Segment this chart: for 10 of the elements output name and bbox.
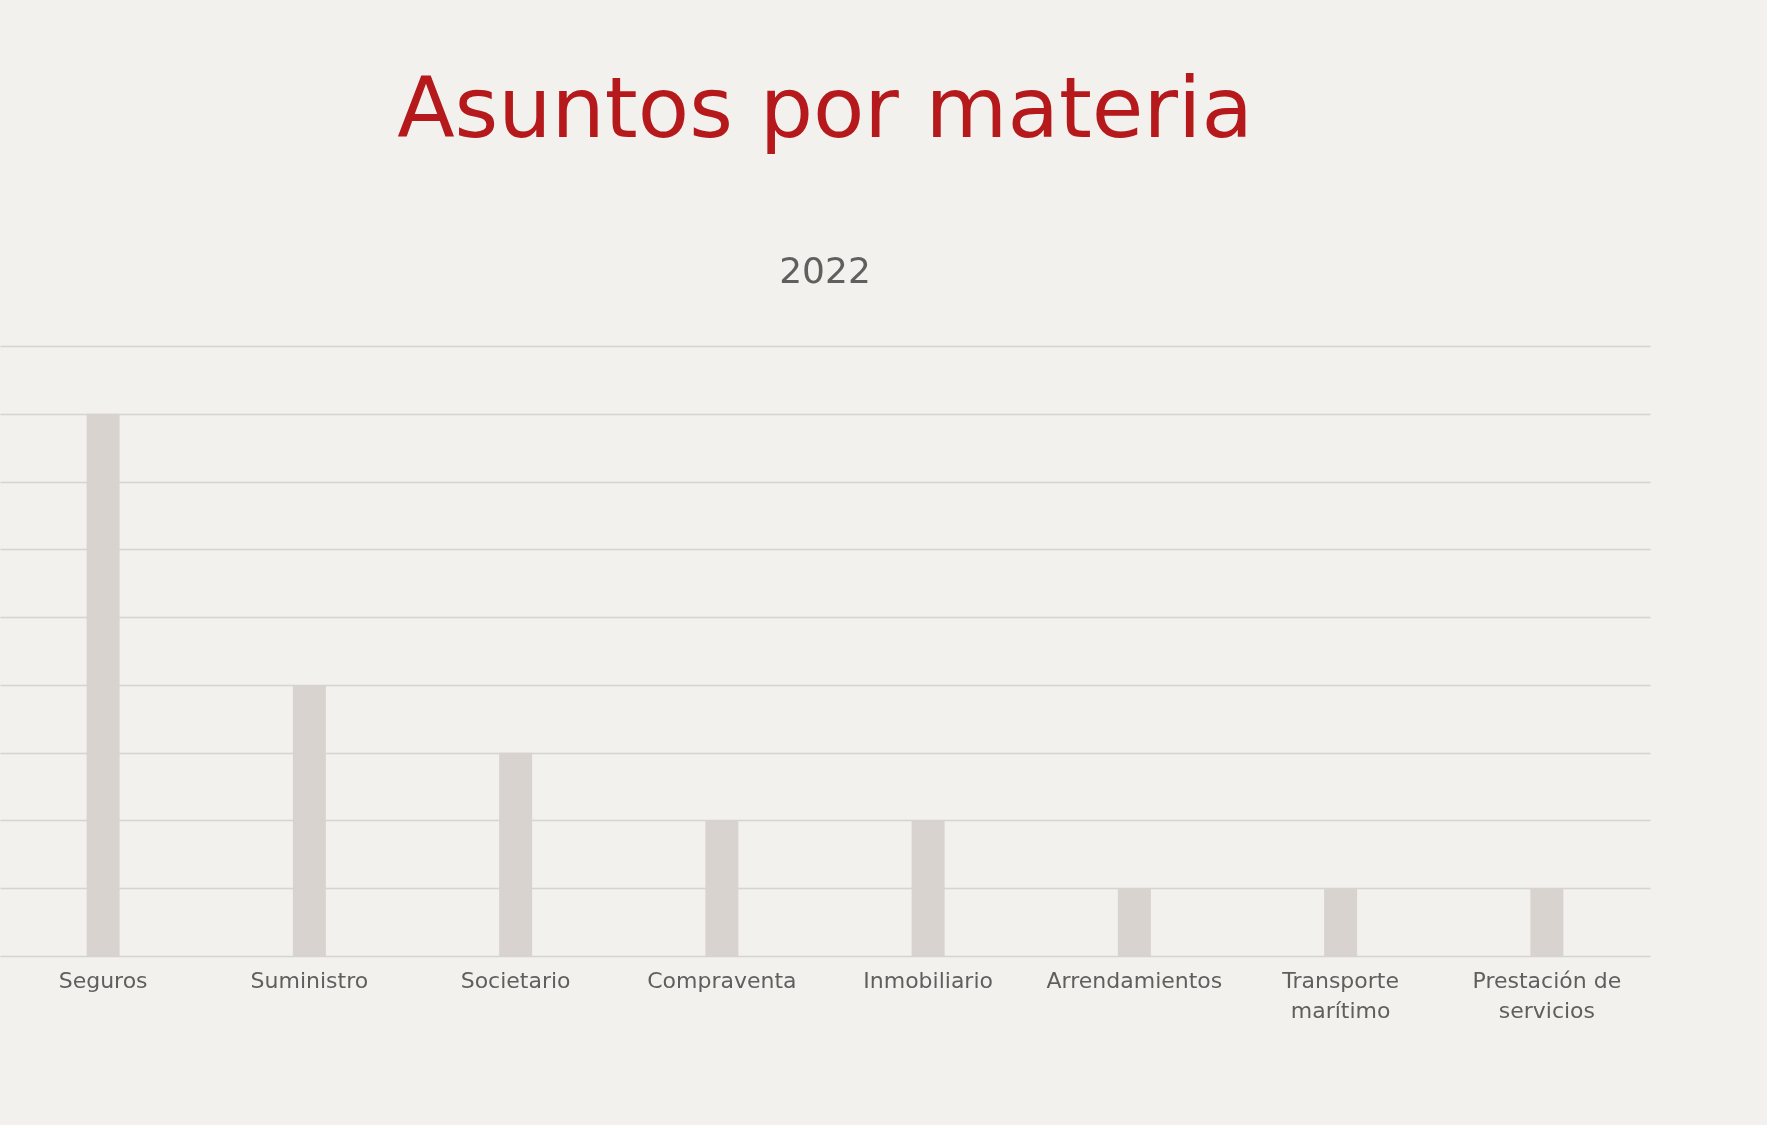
x-tick-label: Compraventa xyxy=(647,967,797,993)
x-tick-label: Societario xyxy=(460,967,571,993)
x-tick-label: Arrendamientos xyxy=(1046,967,1223,993)
x-tick-label: Inmobiliario xyxy=(863,967,993,993)
x-tick-label: Prestación de servicios xyxy=(1472,967,1622,1023)
x-tick-label: Transporte marítimo xyxy=(1281,967,1400,1023)
chart-title: Asuntos por materia xyxy=(397,59,1253,157)
x-tick-label: Seguros xyxy=(58,967,148,993)
chart-subtitle: 2022 xyxy=(779,250,871,291)
x-tick-label: Suministro xyxy=(250,967,369,993)
